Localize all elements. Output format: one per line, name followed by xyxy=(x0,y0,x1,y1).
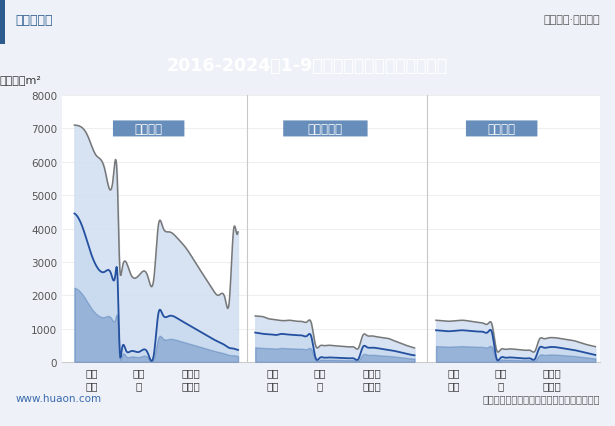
Text: 数据来源：国家统计局；华经产业研究院整理: 数据来源：国家统计局；华经产业研究院整理 xyxy=(482,393,600,403)
Text: 专业严谨·客观科学: 专业严谨·客观科学 xyxy=(543,15,600,25)
Text: 华经情报网: 华经情报网 xyxy=(15,14,53,26)
Text: www.huaon.com: www.huaon.com xyxy=(15,393,101,403)
Bar xyxy=(0,0,5,45)
Text: 新开工面积: 新开工面积 xyxy=(308,123,343,135)
FancyBboxPatch shape xyxy=(113,121,184,137)
Text: 施工面积: 施工面积 xyxy=(135,123,163,135)
Text: 竣工面积: 竣工面积 xyxy=(488,123,516,135)
Text: 单位：万m²: 单位：万m² xyxy=(0,75,41,85)
Text: 2016-2024年1-9月云南省房地产施工面积情况: 2016-2024年1-9月云南省房地产施工面积情况 xyxy=(167,57,448,75)
FancyBboxPatch shape xyxy=(284,121,368,137)
FancyBboxPatch shape xyxy=(466,121,538,137)
